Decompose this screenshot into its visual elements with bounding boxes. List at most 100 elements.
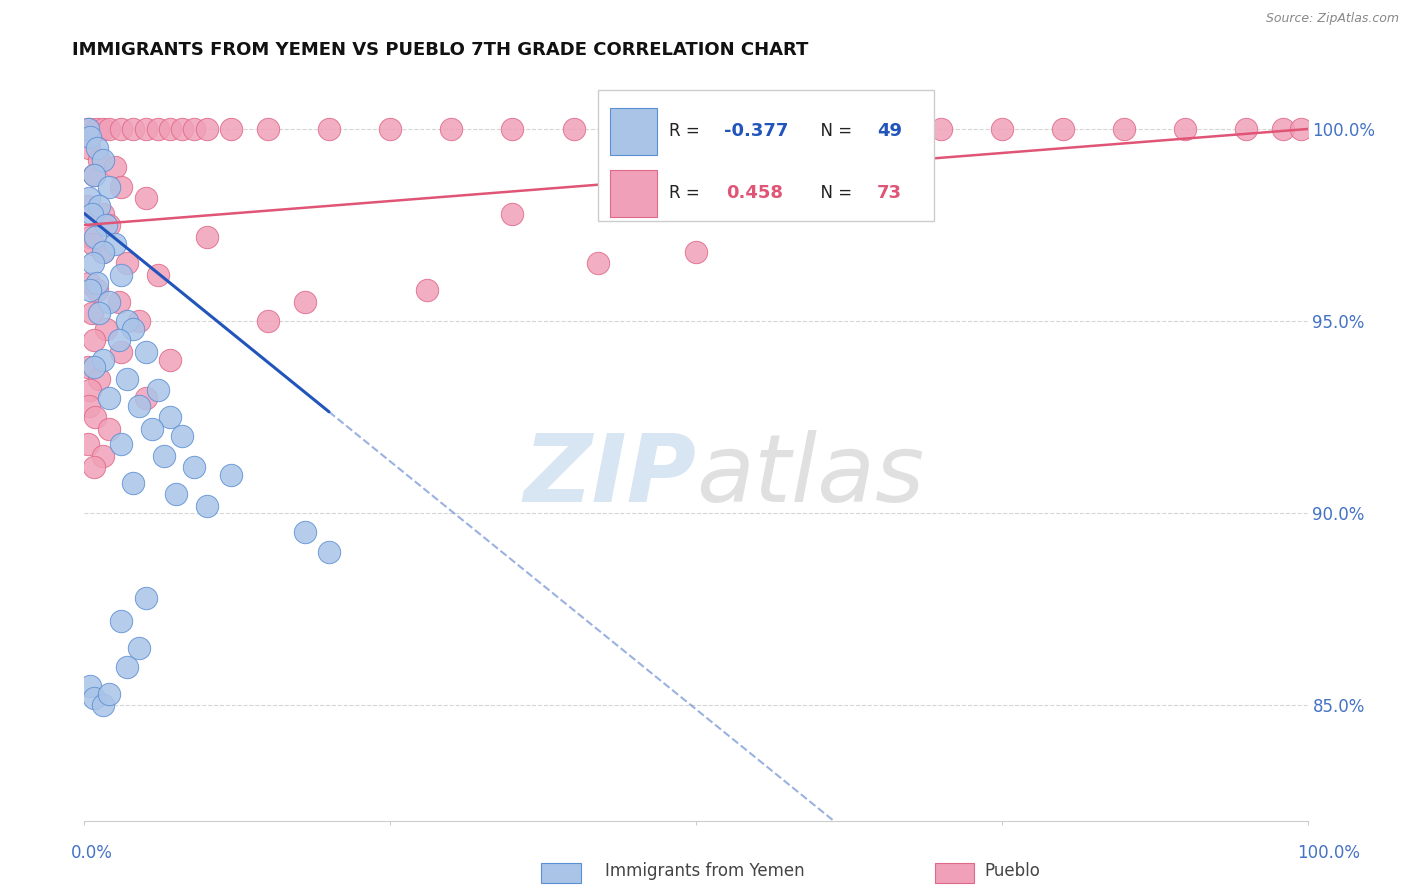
- Point: [97, 294, 120, 309]
- Point: [807, 122, 830, 136]
- Point: [87, 153, 110, 167]
- Point: [1291, 122, 1313, 136]
- Point: [83, 360, 105, 375]
- Point: [80, 306, 103, 320]
- Point: [87, 372, 110, 386]
- Point: [122, 122, 145, 136]
- Point: [146, 384, 169, 398]
- Point: [97, 179, 120, 194]
- Point: [257, 122, 280, 136]
- Point: [84, 410, 107, 425]
- Point: [165, 487, 187, 501]
- Point: [380, 122, 402, 136]
- Point: [97, 422, 120, 436]
- Point: [122, 475, 145, 490]
- Point: [77, 141, 100, 155]
- Point: [115, 660, 138, 674]
- Point: [1052, 122, 1074, 136]
- Point: [1174, 122, 1197, 136]
- Point: [82, 237, 104, 252]
- Point: [79, 384, 101, 398]
- Point: [83, 168, 105, 182]
- Text: 49: 49: [877, 122, 903, 140]
- Point: [318, 544, 340, 558]
- Point: [82, 256, 104, 270]
- Point: [1114, 122, 1136, 136]
- Point: [110, 179, 132, 194]
- Point: [128, 314, 150, 328]
- Point: [219, 467, 242, 482]
- Point: [141, 422, 163, 436]
- Text: Immigrants from Yemen: Immigrants from Yemen: [605, 862, 804, 880]
- Point: [77, 122, 100, 136]
- Point: [91, 244, 114, 259]
- Point: [1272, 122, 1295, 136]
- Point: [77, 437, 100, 451]
- Text: IMMIGRANTS FROM YEMEN VS PUEBLO 7TH GRADE CORRELATION CHART: IMMIGRANTS FROM YEMEN VS PUEBLO 7TH GRAD…: [72, 41, 808, 59]
- Point: [318, 122, 340, 136]
- Point: [91, 153, 114, 167]
- Text: R =: R =: [669, 122, 704, 140]
- Point: [91, 352, 114, 367]
- Point: [219, 122, 242, 136]
- Point: [91, 122, 114, 136]
- Point: [86, 284, 108, 298]
- Point: [86, 141, 108, 155]
- Point: [77, 191, 100, 205]
- Point: [91, 206, 114, 220]
- Text: N =: N =: [810, 122, 858, 140]
- Point: [135, 122, 157, 136]
- Point: [96, 322, 118, 336]
- Point: [86, 122, 108, 136]
- Point: [91, 244, 114, 259]
- Point: [79, 284, 101, 298]
- Point: [83, 168, 105, 182]
- Point: [122, 322, 145, 336]
- Point: [586, 256, 609, 270]
- Point: [107, 294, 129, 309]
- Point: [91, 449, 114, 463]
- Point: [159, 352, 181, 367]
- FancyBboxPatch shape: [610, 170, 657, 217]
- Point: [159, 410, 181, 425]
- Point: [79, 229, 101, 244]
- Text: R =: R =: [669, 185, 704, 202]
- Point: [257, 314, 280, 328]
- Point: [991, 122, 1014, 136]
- Point: [624, 122, 647, 136]
- Text: 73: 73: [877, 185, 903, 202]
- Text: N =: N =: [810, 185, 858, 202]
- Point: [502, 206, 524, 220]
- Point: [172, 429, 194, 443]
- Point: [146, 122, 169, 136]
- Point: [685, 122, 707, 136]
- Point: [104, 161, 127, 175]
- Point: [77, 276, 100, 290]
- Point: [115, 372, 138, 386]
- Point: [79, 679, 101, 693]
- Point: [76, 199, 98, 213]
- Point: [128, 399, 150, 413]
- Point: [110, 437, 132, 451]
- Point: [115, 256, 138, 270]
- Point: [294, 294, 316, 309]
- Point: [146, 268, 169, 282]
- Point: [1236, 122, 1258, 136]
- Point: [79, 122, 101, 136]
- Point: [84, 229, 107, 244]
- Text: 0.0%: 0.0%: [70, 844, 112, 862]
- Text: ZIP: ZIP: [523, 430, 696, 522]
- Point: [110, 344, 132, 359]
- Point: [83, 690, 105, 705]
- Point: [135, 591, 157, 605]
- Point: [195, 229, 218, 244]
- Point: [97, 218, 120, 232]
- Point: [87, 306, 110, 320]
- Point: [97, 687, 120, 701]
- Point: [153, 449, 176, 463]
- Point: [294, 525, 316, 540]
- FancyBboxPatch shape: [610, 108, 657, 154]
- Point: [115, 314, 138, 328]
- Point: [97, 122, 120, 136]
- Point: [929, 122, 952, 136]
